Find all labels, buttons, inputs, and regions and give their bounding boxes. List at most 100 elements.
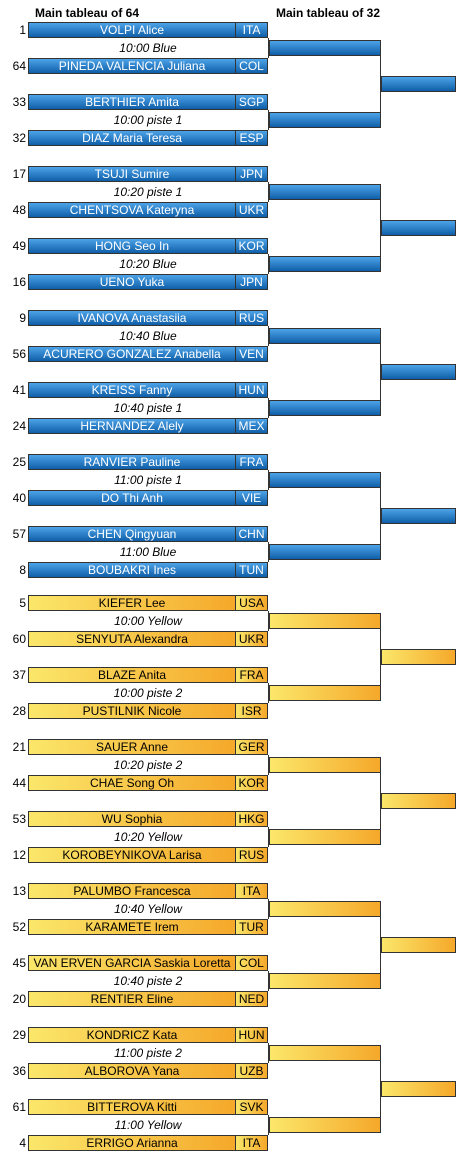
- country-code: MEX: [236, 419, 267, 433]
- country-code: FRA: [236, 455, 267, 469]
- seed-number: 57: [12, 527, 26, 541]
- country-code: HKG: [236, 812, 267, 826]
- round32-slot[interactable]: [269, 184, 381, 200]
- match-time: 10:20 piste 1: [113, 185, 183, 199]
- round32-slot[interactable]: [269, 40, 381, 56]
- fencer-entry[interactable]: BERTHIER Amita SGP: [28, 94, 268, 110]
- fencer-name: CHEN Qingyuan: [29, 527, 236, 541]
- country-code: UKR: [236, 203, 267, 217]
- round32-slot[interactable]: [269, 829, 381, 845]
- seed-number: 44: [12, 776, 26, 790]
- round32-slot[interactable]: [269, 757, 381, 773]
- fencer-entry[interactable]: DO Thi Anh VIE: [28, 490, 268, 506]
- bracket-line: [380, 1061, 381, 1117]
- fencer-entry[interactable]: KONDRICZ Kata HUN: [28, 1027, 268, 1043]
- fencer-entry[interactable]: PINEDA VALENCIA Juliana COL: [28, 58, 268, 74]
- fencer-entry[interactable]: WU Sophia HKG: [28, 811, 268, 827]
- fencer-entry[interactable]: BITTEROVA Kitti SVK: [28, 1099, 268, 1115]
- country-code: VIE: [236, 491, 267, 505]
- fencer-entry[interactable]: UENO Yuka JPN: [28, 274, 268, 290]
- fencer-name: BITTEROVA Kitti: [29, 1100, 236, 1114]
- country-code: KOR: [236, 239, 267, 253]
- round16-slot[interactable]: [381, 1081, 456, 1097]
- fencer-entry[interactable]: RANVIER Pauline FRA: [28, 454, 268, 470]
- fencer-name: VOLPI Alice: [29, 23, 236, 37]
- fencer-name: CHAE Song Oh: [29, 776, 236, 790]
- fencer-entry[interactable]: SAUER Anne GER: [28, 739, 268, 755]
- round16-slot[interactable]: [381, 220, 456, 236]
- fencer-entry[interactable]: PUSTILNIK Nicole ISR: [28, 703, 268, 719]
- round32-slot[interactable]: [269, 685, 381, 701]
- fencer-entry[interactable]: ACURERO GONZALEZ Anabella VEN: [28, 346, 268, 362]
- round16-slot[interactable]: [381, 649, 456, 665]
- fencer-entry[interactable]: SENYUTA Alexandra UKR: [28, 631, 268, 647]
- fencer-entry[interactable]: VOLPI Alice ITA: [28, 22, 268, 38]
- fencer-entry[interactable]: KIEFER Lee USA: [28, 595, 268, 611]
- country-code: KOR: [236, 776, 267, 790]
- fencer-entry[interactable]: KOROBEYNIKOVA Larisa RUS: [28, 847, 268, 863]
- fencer-entry[interactable]: IVANOVA Anastasiia RUS: [28, 310, 268, 326]
- fencer-name: DO Thi Anh: [29, 491, 236, 505]
- fencer-entry[interactable]: HERNANDEZ Alely MEX: [28, 418, 268, 434]
- round32-slot[interactable]: [269, 1117, 381, 1133]
- fencer-name: IVANOVA Anastasiia: [29, 311, 236, 325]
- round16-slot[interactable]: [381, 937, 456, 953]
- country-code: UZB: [236, 1064, 267, 1078]
- fencer-name: PALUMBO Francesca: [29, 884, 236, 898]
- seed-number: 32: [12, 131, 26, 145]
- round16-slot[interactable]: [381, 508, 456, 524]
- bracket-line: [380, 773, 381, 829]
- round16-slot[interactable]: [381, 793, 456, 809]
- fencer-name: VAN ERVEN GARCIA Saskia Loretta: [29, 956, 236, 970]
- round32-slot[interactable]: [269, 256, 381, 272]
- round32-slot[interactable]: [269, 613, 381, 629]
- fencer-entry[interactable]: BLAZE Anita FRA: [28, 667, 268, 683]
- fencer-name: BOUBAKRI Ines: [29, 563, 236, 577]
- seed-number: 25: [12, 455, 26, 469]
- fencer-name: KARAMETE Irem: [29, 920, 236, 934]
- bracket-line: [268, 182, 269, 202]
- fencer-entry[interactable]: RENTIER Eline NED: [28, 991, 268, 1007]
- round32-slot[interactable]: [269, 328, 381, 344]
- bracket-line: [268, 611, 269, 631]
- match-time: 11:00 piste 2: [114, 1046, 182, 1060]
- country-code: CHN: [236, 527, 267, 541]
- round32-slot[interactable]: [269, 112, 381, 128]
- fencer-entry[interactable]: KREISS Fanny HUN: [28, 382, 268, 398]
- fencer-entry[interactable]: ERRIGO Arianna ITA: [28, 1135, 268, 1151]
- country-code: ITA: [236, 884, 267, 898]
- round32-slot[interactable]: [269, 400, 381, 416]
- fencer-name: KONDRICZ Kata: [29, 1028, 236, 1042]
- fencer-entry[interactable]: BOUBAKRI Ines TUN: [28, 562, 268, 578]
- bracket-line: [268, 827, 269, 847]
- fencer-entry[interactable]: HONG Seo In KOR: [28, 238, 268, 254]
- fencer-entry[interactable]: DIAZ Maria Teresa ESP: [28, 130, 268, 146]
- round32-slot[interactable]: [269, 1045, 381, 1061]
- match-time: 10:40 piste 2: [113, 974, 183, 988]
- fencer-entry[interactable]: CHEN Qingyuan CHN: [28, 526, 268, 542]
- round16-slot[interactable]: [381, 76, 456, 92]
- bracket-line: [268, 899, 269, 919]
- fencer-entry[interactable]: TSUJI Sumire JPN: [28, 166, 268, 182]
- fencer-entry[interactable]: VAN ERVEN GARCIA Saskia Loretta COL: [28, 955, 268, 971]
- round32-slot[interactable]: [269, 472, 381, 488]
- fencer-entry[interactable]: CHAE Song Oh KOR: [28, 775, 268, 791]
- fencer-entry[interactable]: PALUMBO Francesca ITA: [28, 883, 268, 899]
- match-time: 11:00 Blue: [119, 545, 177, 559]
- round32-slot[interactable]: [269, 973, 381, 989]
- seed-number: 53: [12, 812, 26, 826]
- bracket-line: [380, 344, 381, 400]
- match-time: 10:20 Yellow: [114, 830, 182, 844]
- round32-slot[interactable]: [269, 544, 381, 560]
- match-time: 10:00 piste 1: [113, 113, 183, 127]
- fencer-entry[interactable]: ALBOROVA Yana UZB: [28, 1063, 268, 1079]
- match-time: 10:40 Yellow: [114, 902, 182, 916]
- country-code: COL: [236, 59, 267, 73]
- round16-slot[interactable]: [381, 364, 456, 380]
- fencer-entry[interactable]: CHENTSOVA Kateryna UKR: [28, 202, 268, 218]
- seed-number: 45: [12, 956, 26, 970]
- country-code: FRA: [236, 668, 267, 682]
- round32-slot[interactable]: [269, 901, 381, 917]
- fencer-entry[interactable]: KARAMETE Irem TUR: [28, 919, 268, 935]
- seed-number: 28: [12, 704, 26, 718]
